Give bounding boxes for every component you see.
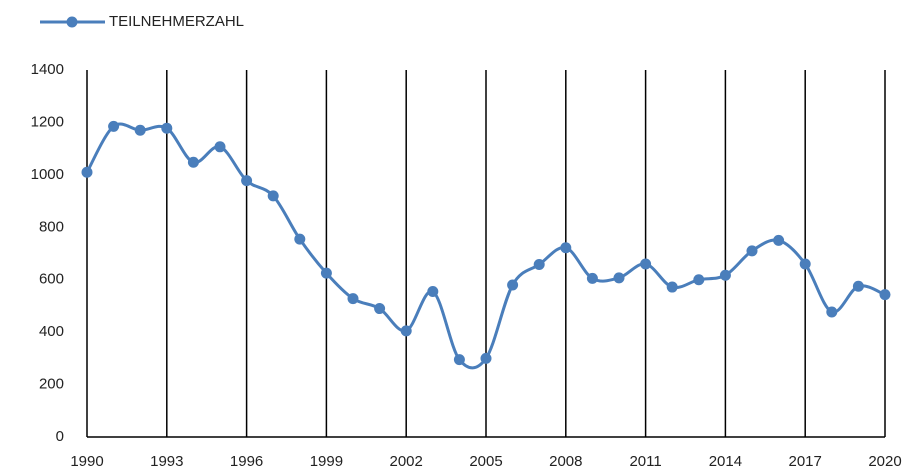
data-point <box>81 166 93 178</box>
data-point <box>400 325 412 337</box>
y-tick-label: 200 <box>39 376 64 393</box>
data-point <box>241 175 253 187</box>
data-point <box>267 190 279 202</box>
x-tick-label: 2020 <box>868 453 901 470</box>
data-point <box>320 267 332 279</box>
x-tick-label: 1999 <box>310 453 343 470</box>
data-point <box>187 156 199 168</box>
y-tick-label: 0 <box>56 428 64 445</box>
data-point <box>453 354 465 366</box>
data-point <box>879 289 891 301</box>
x-tick-label: 2005 <box>469 453 502 470</box>
x-tick-label: 1996 <box>230 453 263 470</box>
data-point <box>746 245 758 257</box>
data-point <box>852 280 864 292</box>
data-point <box>374 303 386 315</box>
x-tick-label: 1990 <box>70 453 103 470</box>
data-point <box>507 279 519 291</box>
data-point <box>214 141 226 153</box>
data-point <box>586 272 598 284</box>
data-point <box>294 233 306 245</box>
y-tick-label: 600 <box>39 271 64 288</box>
data-point <box>134 124 146 136</box>
legend-marker <box>66 16 78 28</box>
data-point <box>666 281 678 293</box>
data-point <box>108 120 120 132</box>
x-tick-label: 2011 <box>629 453 661 470</box>
data-point <box>693 274 705 286</box>
x-tick-label: 2008 <box>549 453 582 470</box>
data-point <box>826 306 838 318</box>
data-point <box>640 258 652 270</box>
x-tick-label: 2002 <box>390 453 423 470</box>
data-point <box>773 234 785 246</box>
data-point <box>613 272 625 284</box>
y-tick-label: 1200 <box>31 113 64 130</box>
x-tick-label: 1993 <box>150 453 183 470</box>
y-tick-label: 400 <box>39 323 64 340</box>
y-tick-label: 800 <box>39 218 64 235</box>
x-tick-label: 2014 <box>709 453 742 470</box>
data-point <box>533 259 545 271</box>
y-tick-label: 1400 <box>31 61 64 78</box>
y-tick-label: 1000 <box>31 166 64 183</box>
legend-label: TEILNEHMERZAHL <box>109 13 244 30</box>
data-point <box>799 258 811 270</box>
data-point <box>161 122 173 134</box>
data-point <box>427 286 439 298</box>
data-point <box>347 293 359 305</box>
data-point <box>560 242 572 254</box>
data-point <box>719 269 731 281</box>
x-tick-label: 2017 <box>789 453 822 470</box>
data-point <box>480 352 492 364</box>
